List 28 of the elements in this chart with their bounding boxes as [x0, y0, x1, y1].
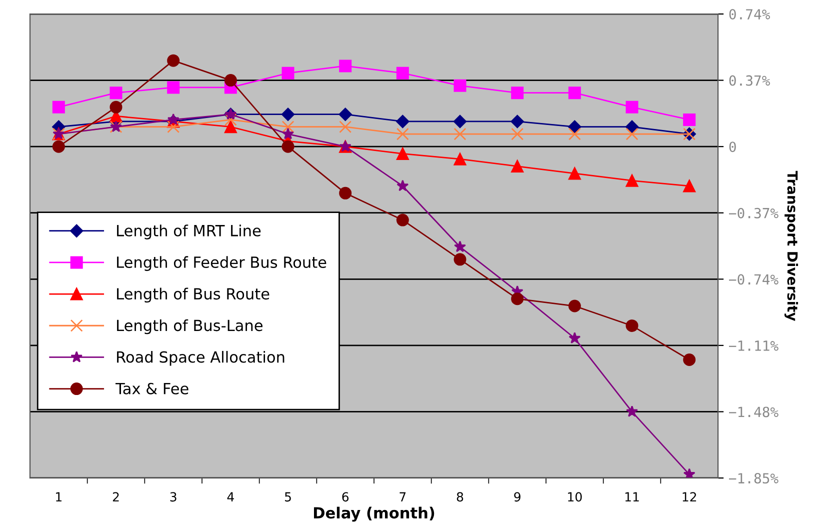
y-tick-label: 0 — [729, 142, 736, 152]
x-tick-label: 5 — [284, 492, 291, 502]
y-tick-label: −1.11% — [729, 340, 778, 351]
x-tick-label: 2 — [112, 492, 119, 502]
x-tick-label: 6 — [342, 492, 349, 502]
y-tick-label: −1.48% — [729, 406, 778, 418]
x-tick-label: 7 — [400, 492, 406, 502]
x-tick-label: 9 — [514, 492, 520, 502]
legend-label: Length of MRT Line — [117, 224, 261, 240]
legend-label: Length of Bus Route — [117, 288, 270, 303]
x-tick-label: 3 — [170, 492, 176, 502]
y-tick-label: 0.74% — [729, 9, 770, 20]
x-tick-label: 8 — [456, 492, 464, 502]
x-tick-label: 11 — [625, 492, 639, 502]
y-axis-title: Transport Diversity — [784, 170, 798, 321]
y-tick-label: −1.85% — [729, 473, 778, 484]
y-tick-label: −0.74% — [729, 274, 778, 285]
legend-label: Length of Bus-Lane — [117, 319, 262, 334]
x-tick-label: 1 — [56, 492, 62, 502]
legend-label: Road Space Allocation — [117, 350, 284, 366]
x-tick-label: 4 — [227, 492, 234, 502]
x-tick-label: 10 — [568, 492, 582, 502]
y-tick-label: 0.37% — [729, 75, 770, 86]
x-axis-title: Delay (month) — [314, 506, 434, 522]
x-tick-label: 12 — [682, 492, 696, 502]
legend-label: Length of Feeder Bus Route — [117, 256, 326, 271]
legend-label: Tax & Fee — [116, 382, 188, 394]
y-tick-label: −0.37% — [729, 208, 778, 218]
